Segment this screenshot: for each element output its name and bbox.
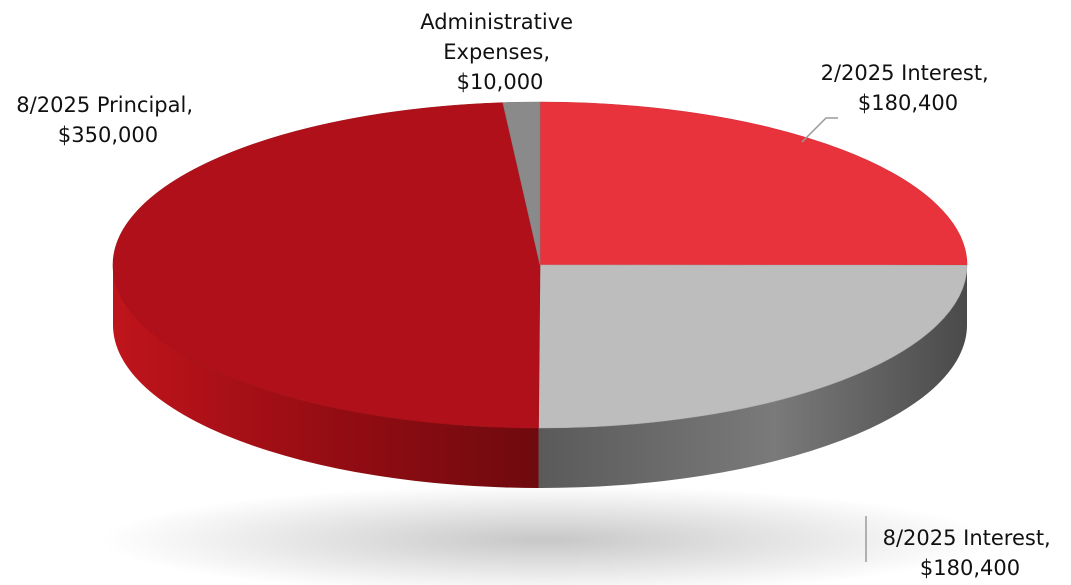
label-interest-feb-name: 2/2025 Interest, [821, 61, 989, 85]
label-admin-name-2: Expenses, [443, 40, 550, 64]
label-principal-value: $350,000 [58, 123, 158, 147]
label-interest-aug: 8/2025 Interest, $180,400 [883, 526, 1058, 580]
label-interest-feb: 2/2025 Interest, $180,400 [821, 61, 996, 115]
label-interest-feb-value: $180,400 [858, 91, 958, 115]
label-admin-name-1: Administrative [420, 10, 573, 34]
pie-shadow [100, 485, 990, 585]
label-admin-value: $10,000 [457, 70, 544, 94]
label-principal-name: 8/2025 Principal, [16, 93, 193, 117]
pie-slice-administrative-expenses [502, 101, 541, 266]
pie-slice-8-2025-principal [112, 102, 541, 429]
label-interest-aug-name: 8/2025 Interest, [883, 526, 1051, 550]
pie-side-walls [113, 265, 968, 489]
leader-line-interest-feb [801, 117, 838, 143]
pie-wall-8-2025-principal [113, 265, 539, 488]
pie-slice-8-2025-interest [538, 264, 968, 429]
pie-top-faces [112, 101, 968, 429]
label-interest-aug-value: $180,400 [920, 556, 1020, 580]
pie-slice-2-2025-interest [539, 101, 968, 266]
label-principal: 8/2025 Principal, $350,000 [16, 93, 199, 147]
label-admin-expenses: Administrative Expenses, $10,000 [420, 10, 580, 94]
pie-wall-8-2025-interest [538, 265, 967, 489]
